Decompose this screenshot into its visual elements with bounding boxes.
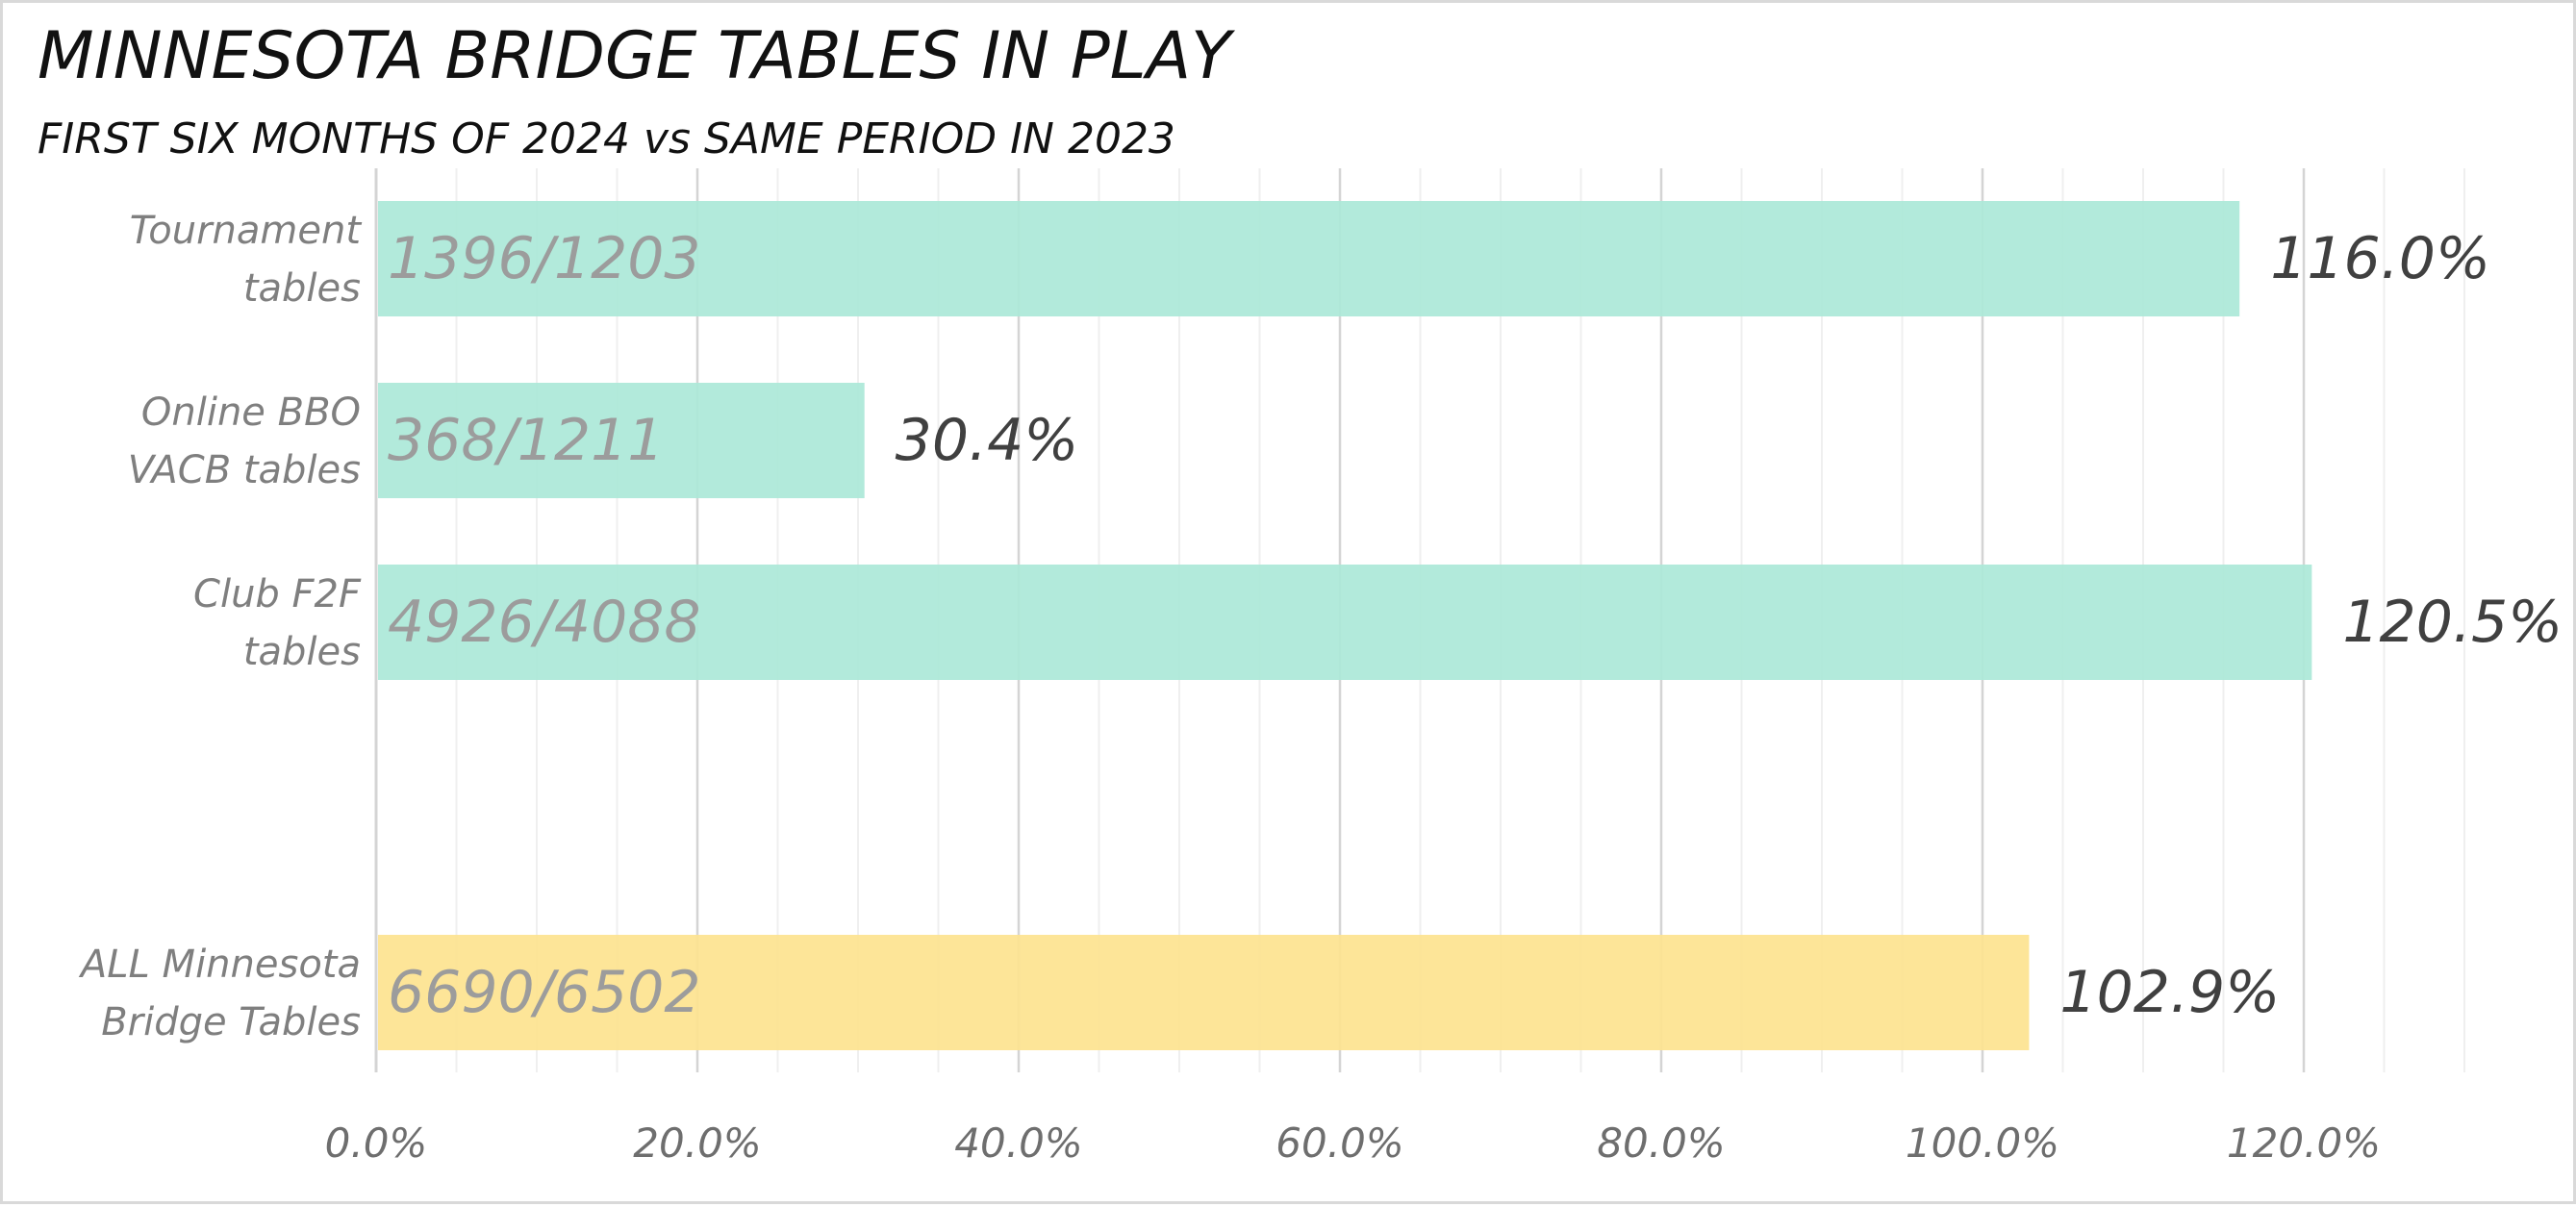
x-tick-label: 80.0%: [1597, 1119, 1725, 1167]
bar: [378, 201, 2240, 316]
category-label: Online BBO: [141, 390, 361, 435]
bar-value-label: 116.0%: [2270, 225, 2490, 292]
category-label: ALL Minnesota: [78, 943, 361, 987]
bar-value-label: 30.4%: [896, 407, 1079, 474]
category-label: tables: [243, 266, 361, 311]
category-label: Bridge Tables: [101, 1000, 361, 1044]
category-label: VACB tables: [128, 448, 361, 492]
x-tick-label: 20.0%: [633, 1119, 761, 1167]
bar-ratio-label: 1396/1203: [388, 225, 701, 292]
x-tick-label: 60.0%: [1275, 1119, 1403, 1167]
bar: [378, 383, 865, 498]
bar-value-label: 120.5%: [2342, 589, 2563, 656]
bars: [378, 201, 2312, 1050]
bar-ratio-label: 4926/4088: [388, 589, 701, 656]
x-tick-label: 40.0%: [954, 1119, 1082, 1167]
x-tick-label: 120.0%: [2227, 1119, 2381, 1167]
x-tick-label: 100.0%: [1906, 1119, 2059, 1167]
bar: [378, 565, 2312, 680]
x-tick-label: 0.0%: [325, 1119, 428, 1167]
category-label: Club F2F: [193, 572, 362, 616]
bar: [378, 935, 2030, 1050]
bar-ratio-label: 6690/6502: [388, 959, 701, 1026]
chart-subtitle: FIRST SIX MONTHS OF 2024 vs SAME PERIOD …: [38, 114, 1175, 163]
bar-chart: MINNESOTA BRIDGE TABLES IN PLAY FIRST SI…: [38, 18, 2563, 1167]
chart-title: MINNESOTA BRIDGE TABLES IN PLAY: [38, 18, 1235, 94]
category-label: tables: [243, 630, 361, 674]
bar-value-label: 102.9%: [2059, 959, 2280, 1026]
bar-ratio-label: 368/1211: [388, 407, 664, 474]
category-label: Tournament: [130, 209, 363, 253]
